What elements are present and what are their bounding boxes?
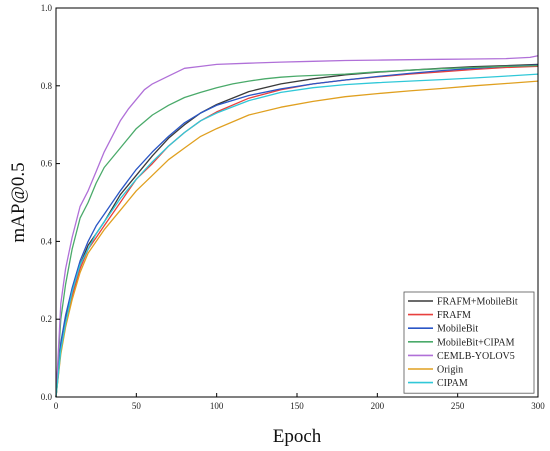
legend-label: CEMLB-YOLOV5: [437, 351, 515, 362]
y-axis-title: mAP@0.5: [8, 162, 29, 242]
series-line-5: [55, 55, 539, 398]
series-line-4: [55, 64, 539, 398]
y-tick-label: 0.0: [41, 392, 53, 402]
series-line-3: [55, 64, 539, 398]
series-lines: [55, 55, 539, 398]
y-tick-label: 1.0: [41, 3, 53, 13]
axis-ticks: 0 50 100 150 200 250 300 0.0 0.2 0.4 0.6 0.8 1.0: [41, 3, 546, 411]
x-tick-label: 50: [132, 401, 142, 411]
x-tick-label: 250: [451, 401, 465, 411]
legend-label: Origin: [437, 365, 463, 376]
y-tick-label: 0.2: [41, 314, 52, 324]
legend-label: FRAFM+MobileBit: [437, 297, 518, 308]
legend-box: [403, 291, 535, 394]
legend-label: MobileBit+CIPAM: [437, 337, 515, 348]
legend-label: MobileBit: [437, 324, 478, 335]
legend-label: FRAFM: [437, 310, 471, 321]
x-tick-label: 0: [54, 401, 59, 411]
legend: FRAFM+MobileBit FRAFM MobileBit MobileBit+C…: [403, 291, 535, 394]
legend-label: CIPAM: [437, 378, 468, 389]
x-axis-title: Epoch: [273, 426, 322, 447]
y-tick-label: 0.4: [41, 236, 53, 246]
x-tick-label: 150: [290, 401, 304, 411]
y-tick-label: 0.8: [41, 81, 53, 91]
x-tick-label: 300: [531, 401, 545, 411]
x-tick-label: 100: [210, 401, 224, 411]
series-line-6: [55, 80, 539, 398]
x-tick-label: 200: [371, 401, 385, 411]
y-tick-label: 0.6: [41, 159, 53, 169]
series-line-7: [55, 73, 539, 398]
